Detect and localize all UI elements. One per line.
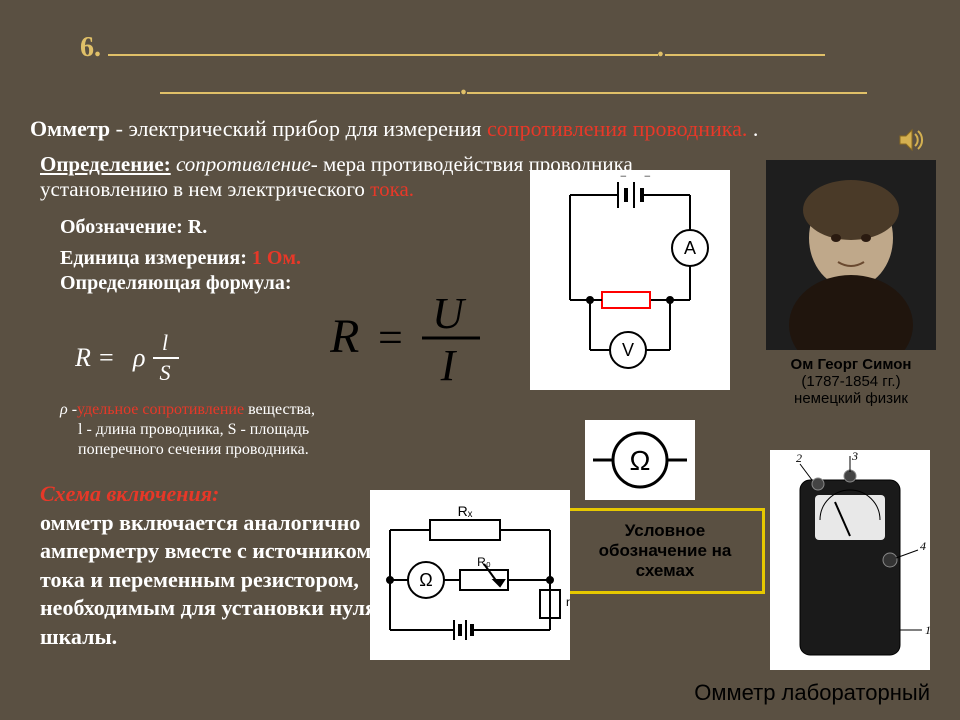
intro-red: сопротивления проводника. [487, 116, 747, 141]
rx-label: Rₓ [458, 503, 473, 519]
unit-value: 1 Ом. [252, 247, 301, 269]
unit-label: Единица измерения: [60, 247, 252, 269]
ohmmeter-circuit-diagram: Rₓ R₀ Ω r [370, 490, 570, 660]
symbol-value: R. [188, 216, 207, 238]
portrait-years: (1787-1854 гг.) [766, 373, 936, 390]
schema-body: омметр включается аналогично амперметру … [40, 510, 377, 649]
formula-label: Определяющая формула: [60, 272, 292, 294]
svg-text:4: 4 [920, 539, 926, 553]
svg-text:3: 3 [851, 450, 858, 463]
header-dot: . [460, 70, 467, 101]
symbol-label: Обозначение: [60, 216, 188, 238]
rho-symbol: ρ [60, 401, 68, 418]
formula-rho: ρ [132, 343, 145, 372]
voltmeter-label: V [622, 340, 634, 360]
definition-red: тока. [370, 177, 414, 201]
symbol-caption: Условное обозначение на схемах [582, 521, 748, 581]
svg-text:=: = [378, 313, 403, 362]
portrait-block: Ом Георг Симон (1787-1854 гг.) немецкий … [766, 160, 936, 407]
svg-text:1: 1 [925, 623, 930, 637]
svg-text:2: 2 [796, 451, 802, 465]
svg-text:R: R [330, 310, 359, 363]
ammeter-label: A [684, 238, 696, 258]
section-header: 6. . . [0, 0, 960, 102]
svg-text:I: I [440, 341, 458, 390]
formula-ohms-law: R = U I [330, 290, 530, 395]
circuit-diagram-av: A V − − [530, 170, 730, 390]
r-label: r [566, 595, 570, 609]
blank-line [665, 28, 825, 56]
symbol-caption-box: Условное обозначение на схемах [565, 508, 765, 594]
formula-den: S [160, 360, 171, 385]
intro-line: Омметр - электрический прибор для измере… [30, 116, 960, 142]
svg-text:−: − [620, 170, 627, 183]
portrait-image [766, 160, 936, 350]
blank-line [108, 28, 658, 56]
intro-trail: . [747, 116, 758, 141]
svg-text:U: U [432, 290, 467, 338]
omega-label: Ω [419, 570, 432, 590]
portrait-name: Ом Георг Симон [766, 356, 936, 373]
schema-text: Схема включения: омметр включается анало… [40, 480, 380, 652]
speaker-icon[interactable] [898, 128, 926, 157]
ohm-glyph: Ω [630, 445, 651, 476]
formula-lhs: R = [75, 343, 115, 372]
section-number: 6. [80, 32, 101, 63]
schema-title: Схема включения: [40, 481, 219, 506]
rho-note: ρ -удельное сопротивление вещества, l - … [60, 400, 390, 460]
device-caption: Омметр лабораторный [590, 680, 930, 706]
definition-italic: сопротивление [171, 152, 311, 176]
svg-text:−: − [644, 170, 651, 183]
portrait-desc: немецкий физик [766, 390, 936, 407]
header-dot: . [658, 32, 665, 63]
blank-line [160, 78, 460, 94]
formula-resistivity: R = ρ l S [75, 328, 225, 393]
rho-red: удельное сопротивление [77, 401, 244, 418]
intro-mid: - электрический прибор для измерения [116, 116, 487, 141]
lab-ohmmeter-drawing: 1 2 3 4 [770, 450, 930, 670]
blank-line [467, 78, 867, 94]
definition-label: Определение: [40, 152, 171, 176]
r0-label: R₀ [477, 555, 491, 569]
ohmmeter-schematic-symbol: Ω [585, 420, 695, 500]
formula-num: l [162, 330, 168, 355]
rho-rest: l - длина проводника, S - площадь попере… [60, 420, 390, 460]
intro-prefix: Омметр [30, 116, 116, 141]
